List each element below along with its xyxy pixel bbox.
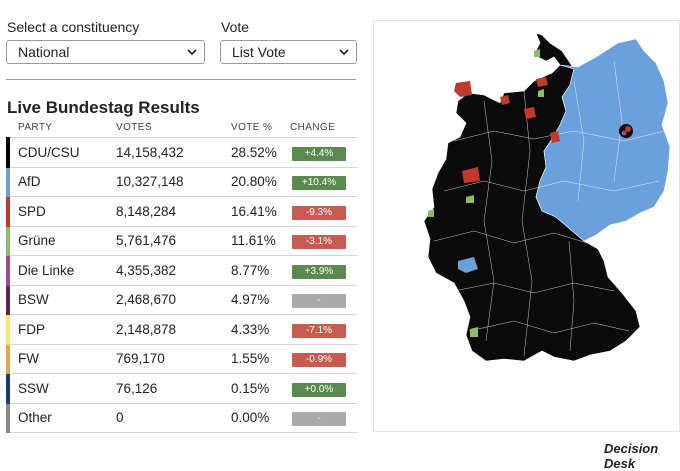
table-row: BSW 2,468,670 4.97% - [6, 284, 357, 315]
party-vote-percent: 16.41% [231, 196, 292, 226]
map-region-afd-west[interactable] [458, 257, 478, 273]
results-title: Live Bundestag Results [7, 98, 200, 117]
change-badge: +10.4% [292, 176, 346, 191]
party-name: Die Linke [6, 255, 116, 285]
party-name: BSW [6, 284, 116, 315]
vote-label: Vote [221, 19, 250, 35]
party-votes: 10,327,148 [116, 166, 231, 197]
party-vote-percent: 8.77% [231, 255, 292, 285]
party-vote-percent: 4.33% [231, 314, 292, 344]
party-vote-percent: 1.55% [231, 343, 292, 374]
chevron-down-icon [187, 49, 197, 56]
party-name: Other [6, 402, 116, 433]
party-change-cell: -9.3% [292, 196, 357, 226]
constituency-select-value: National [18, 44, 70, 60]
party-name: SPD [6, 196, 116, 226]
party-votes: 2,468,670 [116, 284, 231, 315]
germany-results-map[interactable] [373, 20, 680, 432]
party-votes: 2,148,878 [116, 314, 231, 344]
party-change-cell: +4.4% [292, 137, 357, 167]
party-name: AfD [6, 166, 116, 197]
table-row: Die Linke 4,355,382 8.77% +3.9% [6, 255, 357, 285]
table-row: SPD 8,148,284 16.41% -9.3% [6, 196, 357, 226]
table-row: CDU/CSU 14,158,432 28.52% +4.4% [6, 137, 357, 167]
change-badge: - [292, 412, 346, 427]
map-region-gruene[interactable] [428, 49, 544, 337]
column-header-change: CHANGE [290, 122, 336, 133]
chevron-down-icon [339, 49, 349, 56]
table-row: FW 769,170 1.55% -0.9% [6, 343, 357, 374]
brand-logo: Decision Desk [604, 441, 659, 471]
section-divider [6, 79, 356, 80]
change-badge: -0.9% [292, 353, 346, 368]
party-change-cell: -0.9% [292, 343, 357, 374]
party-votes: 5,761,476 [116, 225, 231, 256]
party-vote-percent: 11.61% [231, 225, 292, 256]
table-row: Grüne 5,761,476 11.61% -3.1% [6, 225, 357, 256]
germany-map-svg [423, 28, 671, 362]
party-name: FW [6, 343, 116, 374]
party-votes: 0 [116, 402, 231, 433]
change-badge: -3.1% [292, 235, 346, 250]
party-change-cell: -3.1% [292, 225, 357, 256]
change-badge: +0.0% [292, 382, 346, 397]
table-row: Other 0 0.00% - [6, 402, 357, 433]
party-votes: 769,170 [116, 343, 231, 374]
party-vote-percent: 28.52% [231, 137, 292, 167]
change-badge: - [292, 294, 346, 309]
map-region-afd[interactable] [535, 38, 671, 242]
party-name: FDP [6, 314, 116, 344]
change-badge: +4.4% [292, 146, 346, 161]
change-badge: +3.9% [292, 264, 346, 279]
party-name: CDU/CSU [6, 137, 116, 167]
table-row: FDP 2,148,878 4.33% -7.1% [6, 314, 357, 344]
map-region-spd[interactable] [454, 77, 560, 183]
party-name: Grüne [6, 225, 116, 256]
party-change-cell: -7.1% [292, 314, 357, 344]
column-header-pct: VOTE % [231, 122, 273, 133]
constituency-select[interactable]: National [6, 40, 205, 64]
table-row: SSW 76,126 0.15% +0.0% [6, 373, 357, 403]
constituency-label: Select a constituency [7, 19, 140, 35]
party-change-cell: +10.4% [292, 166, 357, 197]
party-change-cell: +0.0% [292, 373, 357, 403]
vote-type-select[interactable]: List Vote [220, 40, 357, 64]
party-change-cell: - [292, 402, 357, 433]
change-badge: -9.3% [292, 205, 346, 220]
column-header-votes: VOTES [116, 122, 152, 133]
party-vote-percent: 0.15% [231, 373, 292, 403]
results-table: CDU/CSU 14,158,432 28.52% +4.4% AfD 10,327,14… [6, 137, 357, 433]
change-badge: -7.1% [292, 323, 346, 338]
party-name: SSW [6, 373, 116, 403]
party-votes: 14,158,432 [116, 137, 231, 167]
column-header-party: PARTY [18, 122, 53, 133]
map-region-berlin[interactable] [619, 124, 633, 138]
party-votes: 4,355,382 [116, 255, 231, 285]
vote-type-select-value: List Vote [232, 44, 286, 60]
party-votes: 8,148,284 [116, 196, 231, 226]
party-vote-percent: 4.97% [231, 284, 292, 315]
table-row: AfD 10,327,148 20.80% +10.4% [6, 166, 357, 197]
party-change-cell: +3.9% [292, 255, 357, 285]
party-votes: 76,126 [116, 373, 231, 403]
party-change-cell: - [292, 284, 357, 315]
party-vote-percent: 20.80% [231, 166, 292, 197]
party-vote-percent: 0.00% [231, 402, 292, 433]
